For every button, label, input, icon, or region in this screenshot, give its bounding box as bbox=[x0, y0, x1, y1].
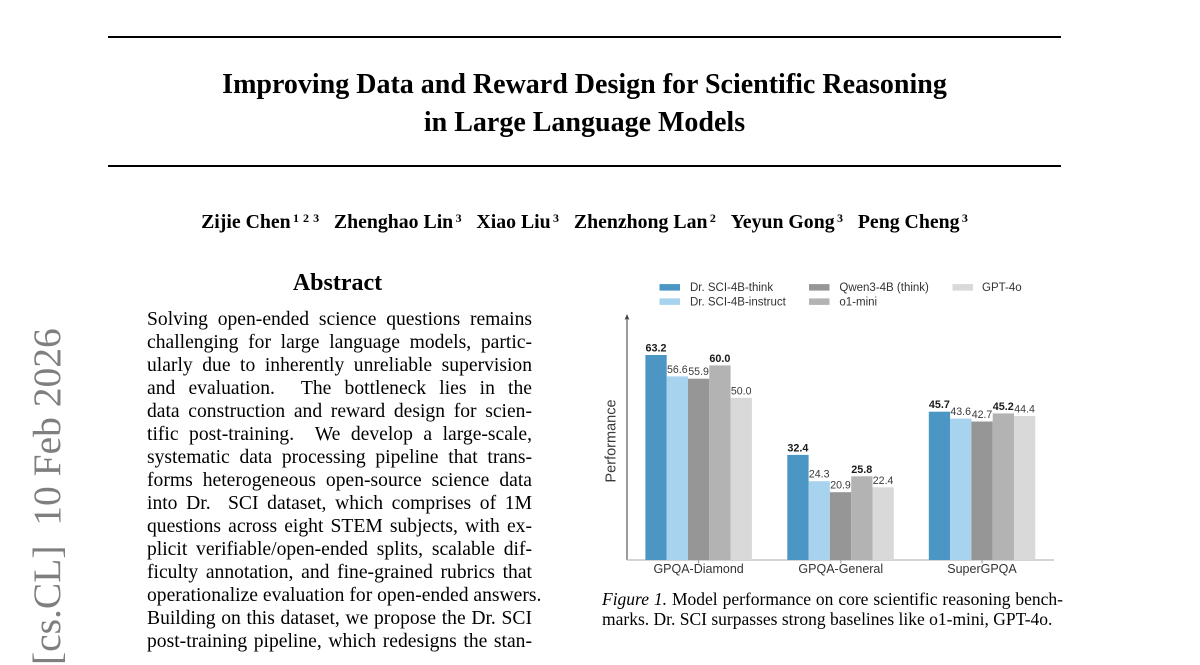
svg-text:56.6: 56.6 bbox=[667, 364, 688, 376]
svg-text:60.0: 60.0 bbox=[709, 353, 730, 365]
svg-text:45.7: 45.7 bbox=[929, 399, 950, 411]
svg-text:SuperGPQA: SuperGPQA bbox=[947, 562, 1017, 576]
svg-text:50.0: 50.0 bbox=[731, 385, 752, 397]
svg-text:Performance: Performance bbox=[604, 399, 620, 482]
svg-text:25.8: 25.8 bbox=[851, 464, 872, 476]
svg-text:24.3: 24.3 bbox=[809, 469, 830, 481]
svg-text:32.4: 32.4 bbox=[787, 442, 808, 454]
svg-text:45.2: 45.2 bbox=[993, 401, 1014, 413]
svg-text:22.4: 22.4 bbox=[873, 475, 894, 487]
svg-text:Qwen3-4B (think): Qwen3-4B (think) bbox=[839, 282, 929, 294]
svg-text:o1-mini: o1-mini bbox=[839, 297, 877, 309]
svg-text:GPT-4o: GPT-4o bbox=[982, 282, 1022, 294]
svg-text:20.9: 20.9 bbox=[830, 480, 851, 492]
svg-text:42.7: 42.7 bbox=[972, 409, 993, 421]
svg-text:GPQA-Diamond: GPQA-Diamond bbox=[653, 562, 743, 576]
svg-text:44.4: 44.4 bbox=[1014, 404, 1035, 416]
svg-text:GPQA-General: GPQA-General bbox=[798, 562, 883, 576]
svg-text:55.9: 55.9 bbox=[688, 366, 709, 378]
svg-text:Dr. SCI-4B-instruct: Dr. SCI-4B-instruct bbox=[690, 297, 787, 309]
svg-text:Dr. SCI-4B-think: Dr. SCI-4B-think bbox=[690, 282, 773, 294]
svg-text:63.2: 63.2 bbox=[645, 343, 666, 355]
svg-text:43.6: 43.6 bbox=[950, 406, 971, 418]
